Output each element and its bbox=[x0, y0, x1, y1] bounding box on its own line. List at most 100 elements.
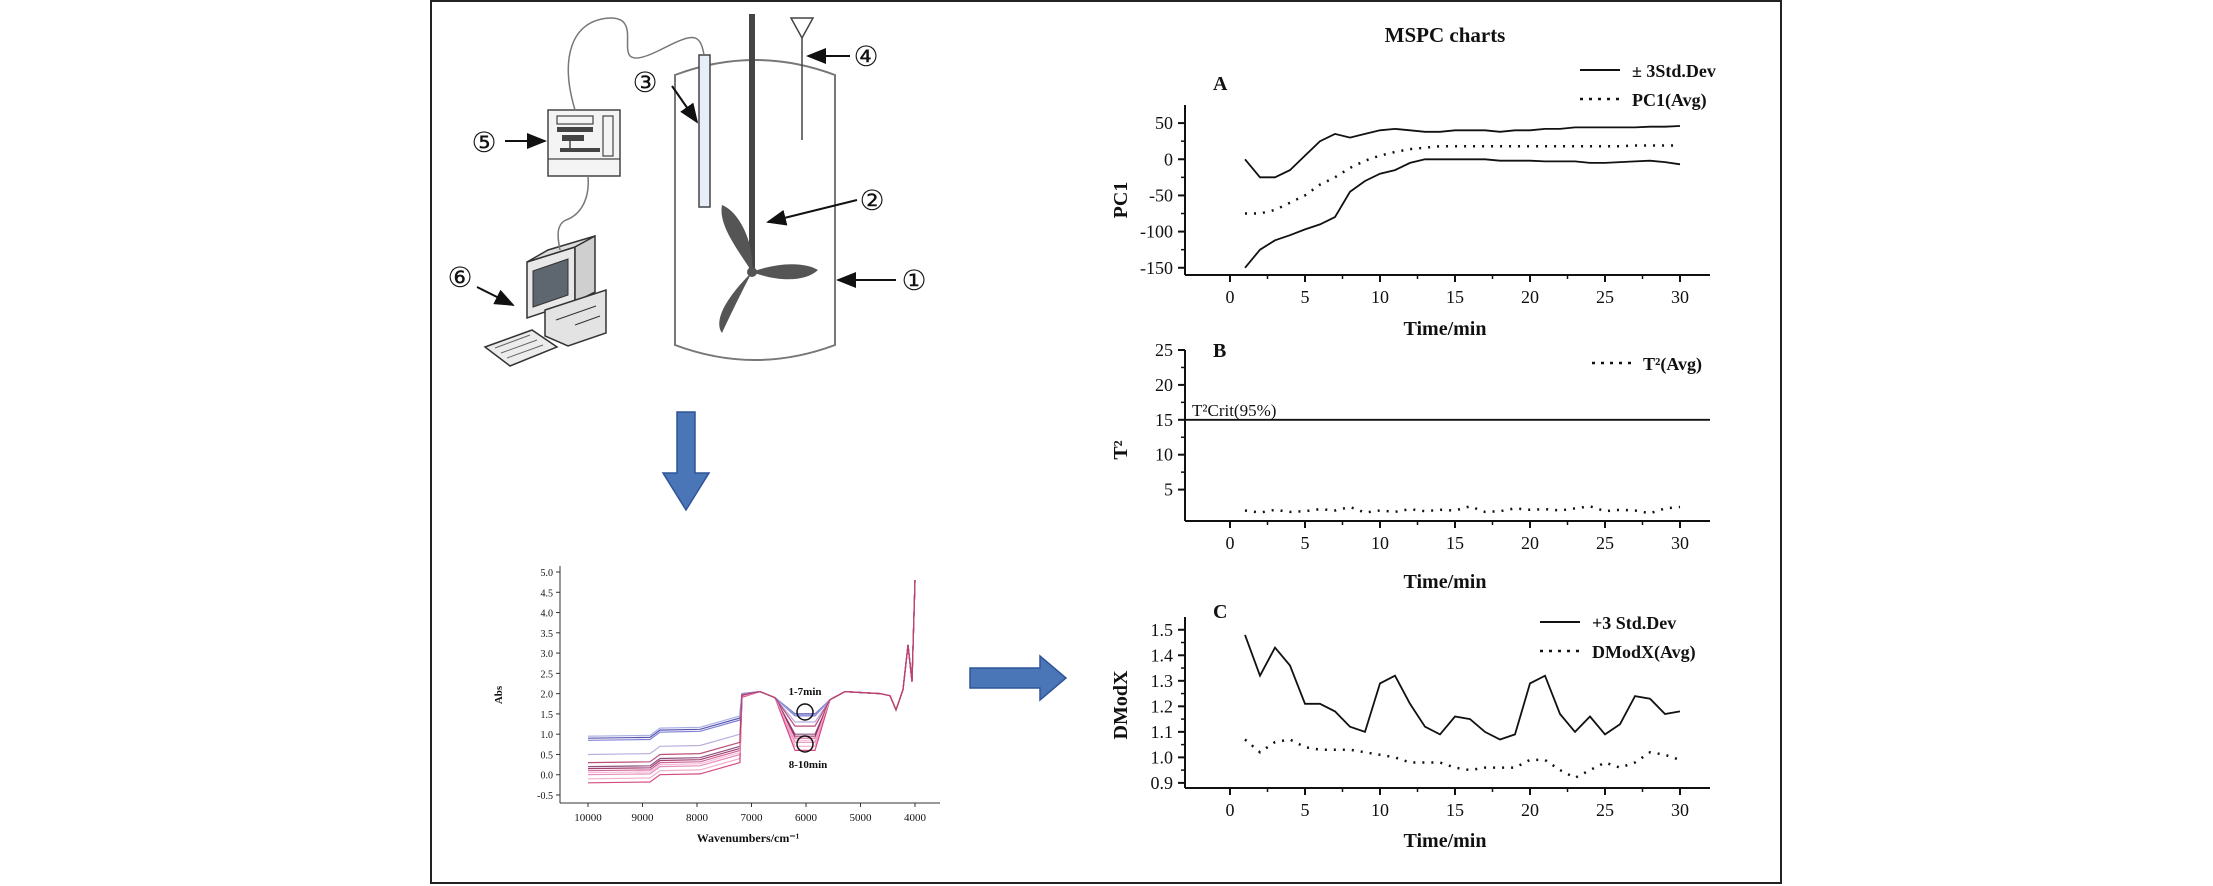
series-line--3-std-dev bbox=[1244, 634, 1681, 741]
panel-b-xlabel: Time/min bbox=[1404, 571, 1487, 593]
y-tick-label: 25 bbox=[1155, 340, 1173, 360]
x-tick-label: 15 bbox=[1446, 287, 1464, 307]
y-tick-label: 1.5 bbox=[1151, 620, 1174, 640]
y-tick-label: 1.2 bbox=[1151, 696, 1174, 716]
nir-spectra-chart: 5.0 4.5 4.0 3.5 3.0 2.5 2.0 1.5 1.0 0.5 0.0 -0.5 10… bbox=[493, 566, 940, 845]
mspc-panel-b: B T² Time/min T²(Avg) T²Crit(95%) 25 20 15… bbox=[1110, 340, 1710, 593]
spectrometer-icon bbox=[547, 109, 621, 177]
spectrum-curve bbox=[587, 580, 916, 764]
x-tick-label: 0 bbox=[1226, 287, 1235, 307]
x-tick-label: 5 bbox=[1301, 533, 1310, 553]
spectra-marker-bottom bbox=[796, 735, 814, 753]
series-line-t-avg- bbox=[1244, 504, 1681, 515]
computer-icon bbox=[483, 234, 607, 367]
spectra-xlabel: Wavenumbers/cm⁻¹ bbox=[697, 831, 800, 845]
spectra-marker-top bbox=[796, 703, 814, 721]
spectrum-curve bbox=[587, 580, 916, 774]
x-tick-label: 25 bbox=[1596, 287, 1614, 307]
callout-4: ④ bbox=[853, 42, 878, 73]
spectra-y-tick-label: 0.0 bbox=[541, 771, 554, 782]
y-tick-label: 10 bbox=[1155, 445, 1173, 465]
y-tick-label: -100 bbox=[1140, 222, 1173, 242]
spectra-y-tick-label: 1.0 bbox=[541, 730, 554, 741]
callout-2: ② bbox=[859, 186, 884, 217]
y-tick-label: 0 bbox=[1164, 149, 1173, 169]
spectra-x-tick-label: 9000 bbox=[632, 812, 655, 824]
spectra-y-tick-label: 2.0 bbox=[541, 690, 554, 701]
y-tick-label: 15 bbox=[1155, 410, 1173, 430]
mspc-panel-a: A PC1 Time/min ± 3Std.Dev PC1(Avg) 500-5… bbox=[1110, 61, 1716, 340]
y-tick-label: 1.0 bbox=[1151, 747, 1174, 767]
x-tick-label: 0 bbox=[1226, 533, 1235, 553]
y-tick-label: 1.3 bbox=[1151, 671, 1174, 691]
spectra-y-tick-label: 0.5 bbox=[541, 750, 554, 761]
figure-frame bbox=[430, 0, 1782, 884]
panel-a-legend: ± 3Std.Dev PC1(Avg) bbox=[1580, 61, 1716, 111]
spectra-x-tick-label: 10000 bbox=[574, 812, 602, 824]
y-tick-label: 0.9 bbox=[1151, 773, 1174, 793]
spectrum-curve bbox=[587, 580, 916, 756]
y-tick-label: -50 bbox=[1149, 185, 1173, 205]
spectrum-curve bbox=[587, 580, 916, 737]
spectra-annotation-top: 1-7min bbox=[789, 686, 822, 698]
y-tick-label: 20 bbox=[1155, 375, 1173, 395]
x-tick-label: 30 bbox=[1671, 800, 1689, 820]
panel-a-ylabel: PC1 bbox=[1110, 182, 1132, 219]
panel-c-xlabel: Time/min bbox=[1404, 830, 1487, 852]
panel-c-ylabel: DModX bbox=[1110, 670, 1132, 739]
mspc-title: MSPC charts bbox=[1385, 23, 1506, 47]
panel-b-crit-label: T²Crit(95%) bbox=[1192, 401, 1276, 420]
y-tick-label: 1.1 bbox=[1151, 722, 1174, 742]
panel-a-xlabel: Time/min bbox=[1404, 318, 1487, 340]
y-tick-label: -150 bbox=[1140, 258, 1173, 278]
impeller-icon bbox=[719, 205, 818, 333]
x-tick-label: 15 bbox=[1446, 800, 1464, 820]
fiber-cable bbox=[567, 17, 705, 111]
spectra-x-tick-label: 6000 bbox=[795, 812, 818, 824]
y-tick-label: 50 bbox=[1155, 113, 1173, 133]
x-tick-label: 5 bbox=[1301, 287, 1310, 307]
spectrum-curve bbox=[587, 580, 916, 739]
spectra-y-tick-label: 3.5 bbox=[541, 629, 554, 640]
series-line-pc1-avg- bbox=[1245, 144, 1680, 215]
x-tick-label: 20 bbox=[1521, 287, 1539, 307]
spectra-annotation-bottom: 8-10min bbox=[789, 759, 828, 771]
panel-b-letter: B bbox=[1213, 340, 1226, 362]
x-tick-label: 10 bbox=[1371, 287, 1389, 307]
spectrum-curve bbox=[587, 580, 916, 776]
callout-1: ① bbox=[901, 266, 926, 297]
panel-a-letter: A bbox=[1213, 73, 1228, 95]
spectrum-curve bbox=[587, 580, 916, 741]
spectra-y-tick-label: 2.5 bbox=[541, 669, 554, 680]
spectra-curves bbox=[587, 580, 916, 784]
series-line-band-1 bbox=[1244, 158, 1681, 269]
spectra-x-tick-label: 7000 bbox=[741, 812, 764, 824]
spectrum-curve bbox=[587, 580, 916, 772]
spectra-x-tick-label: 5000 bbox=[850, 812, 873, 824]
panel-a-legend-avg: PC1(Avg) bbox=[1632, 90, 1707, 111]
x-tick-label: 25 bbox=[1596, 533, 1614, 553]
spectra-y-tick-label: 3.0 bbox=[541, 649, 554, 660]
data-cable bbox=[557, 175, 589, 251]
spectra-x-tick-label: 4000 bbox=[904, 812, 927, 824]
x-tick-label: 20 bbox=[1521, 800, 1539, 820]
x-tick-label: 30 bbox=[1671, 533, 1689, 553]
spectra-y-tick-label: -0.5 bbox=[537, 791, 553, 802]
reactor-diagram: ① ② ③ ④ ⑤ ⑥ bbox=[447, 14, 927, 367]
x-tick-label: 0 bbox=[1226, 800, 1235, 820]
x-tick-label: 15 bbox=[1446, 533, 1464, 553]
callout-3: ③ bbox=[632, 68, 657, 99]
x-tick-label: 10 bbox=[1371, 533, 1389, 553]
spectra-x-tick-label: 8000 bbox=[686, 812, 709, 824]
panel-c-legend-avg: DModX(Avg) bbox=[1592, 642, 1696, 663]
panel-b-legend: T²(Avg) bbox=[1592, 354, 1702, 375]
panel-c-letter: C bbox=[1213, 601, 1227, 623]
reactor-vessel bbox=[674, 59, 836, 361]
panel-c-legend: +3 Std.Dev DModX(Avg) bbox=[1540, 613, 1696, 663]
nir-probe bbox=[698, 54, 711, 208]
spectrum-curve bbox=[587, 580, 916, 780]
right-arrow-icon bbox=[969, 654, 1068, 702]
series-line--3std-dev bbox=[1244, 125, 1681, 179]
x-tick-label: 5 bbox=[1301, 800, 1310, 820]
